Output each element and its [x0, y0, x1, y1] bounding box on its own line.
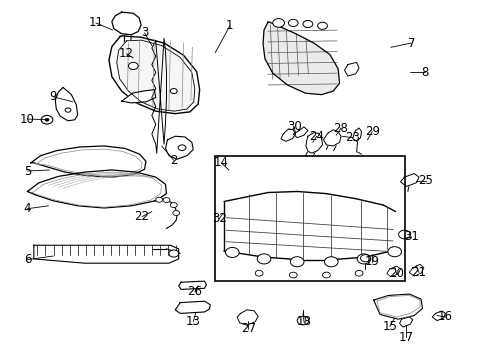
Polygon shape	[281, 129, 295, 141]
Circle shape	[170, 203, 177, 208]
Polygon shape	[323, 130, 340, 146]
Bar	[215, 156, 405, 281]
Circle shape	[41, 116, 53, 124]
Text: 21: 21	[411, 266, 426, 279]
Text: 11: 11	[88, 17, 103, 30]
Text: 7: 7	[407, 36, 414, 50]
Circle shape	[170, 89, 177, 94]
Text: 15: 15	[382, 320, 396, 333]
Polygon shape	[165, 136, 193, 159]
Text: 2: 2	[170, 154, 177, 167]
Polygon shape	[263, 22, 339, 95]
Circle shape	[356, 254, 370, 264]
Polygon shape	[344, 62, 358, 76]
Circle shape	[128, 62, 138, 69]
Circle shape	[303, 21, 312, 28]
Text: 19: 19	[364, 255, 379, 268]
Text: 28: 28	[333, 122, 348, 135]
Text: 29: 29	[364, 125, 379, 138]
Circle shape	[288, 19, 298, 27]
Text: 4: 4	[24, 202, 31, 215]
Circle shape	[324, 257, 337, 267]
Circle shape	[156, 197, 162, 202]
Polygon shape	[55, 87, 78, 121]
Text: 1: 1	[225, 19, 233, 32]
Polygon shape	[373, 294, 422, 319]
Text: 24: 24	[308, 130, 324, 143]
Text: 22: 22	[134, 210, 149, 223]
Circle shape	[387, 247, 401, 257]
Polygon shape	[34, 245, 178, 263]
Polygon shape	[293, 127, 307, 138]
Text: 9: 9	[49, 90, 57, 103]
Circle shape	[225, 247, 239, 257]
Polygon shape	[117, 40, 194, 111]
Text: 3: 3	[141, 27, 148, 40]
Circle shape	[178, 145, 185, 150]
Circle shape	[360, 255, 369, 262]
Polygon shape	[122, 90, 156, 103]
Text: 14: 14	[213, 156, 228, 169]
Text: 20: 20	[388, 267, 403, 280]
Polygon shape	[109, 36, 199, 114]
Polygon shape	[112, 12, 141, 35]
Polygon shape	[352, 128, 361, 141]
Circle shape	[289, 272, 297, 278]
Text: 18: 18	[296, 315, 311, 328]
Polygon shape	[408, 264, 423, 276]
Circle shape	[172, 211, 179, 216]
Text: 30: 30	[286, 121, 301, 134]
Text: 12: 12	[119, 47, 134, 60]
Polygon shape	[178, 281, 206, 289]
Text: 13: 13	[185, 315, 201, 328]
Polygon shape	[175, 301, 210, 314]
Text: 17: 17	[398, 330, 413, 343]
Polygon shape	[400, 174, 418, 186]
Polygon shape	[237, 310, 258, 325]
Polygon shape	[399, 317, 412, 327]
Polygon shape	[386, 266, 400, 277]
Text: 10: 10	[20, 113, 35, 126]
Circle shape	[255, 270, 263, 276]
Text: 23: 23	[345, 131, 360, 144]
Text: 5: 5	[24, 165, 31, 177]
Text: 27: 27	[241, 322, 255, 335]
Text: 25: 25	[418, 174, 432, 187]
Text: 8: 8	[420, 66, 427, 79]
Text: 16: 16	[437, 310, 452, 324]
Polygon shape	[152, 39, 166, 153]
Circle shape	[168, 250, 178, 257]
Polygon shape	[431, 311, 445, 320]
Circle shape	[398, 230, 409, 239]
Text: 32: 32	[211, 212, 226, 225]
Circle shape	[354, 270, 362, 276]
Polygon shape	[305, 133, 322, 153]
Circle shape	[163, 198, 169, 203]
Circle shape	[45, 118, 49, 121]
Polygon shape	[31, 146, 146, 177]
Circle shape	[257, 254, 270, 264]
Circle shape	[322, 272, 330, 278]
Circle shape	[290, 257, 304, 267]
Text: 26: 26	[187, 285, 202, 298]
Circle shape	[297, 316, 308, 325]
Circle shape	[317, 22, 327, 30]
Text: 31: 31	[403, 230, 418, 243]
Circle shape	[272, 19, 284, 27]
Text: 6: 6	[24, 253, 31, 266]
Circle shape	[65, 108, 71, 112]
Polygon shape	[27, 170, 166, 208]
